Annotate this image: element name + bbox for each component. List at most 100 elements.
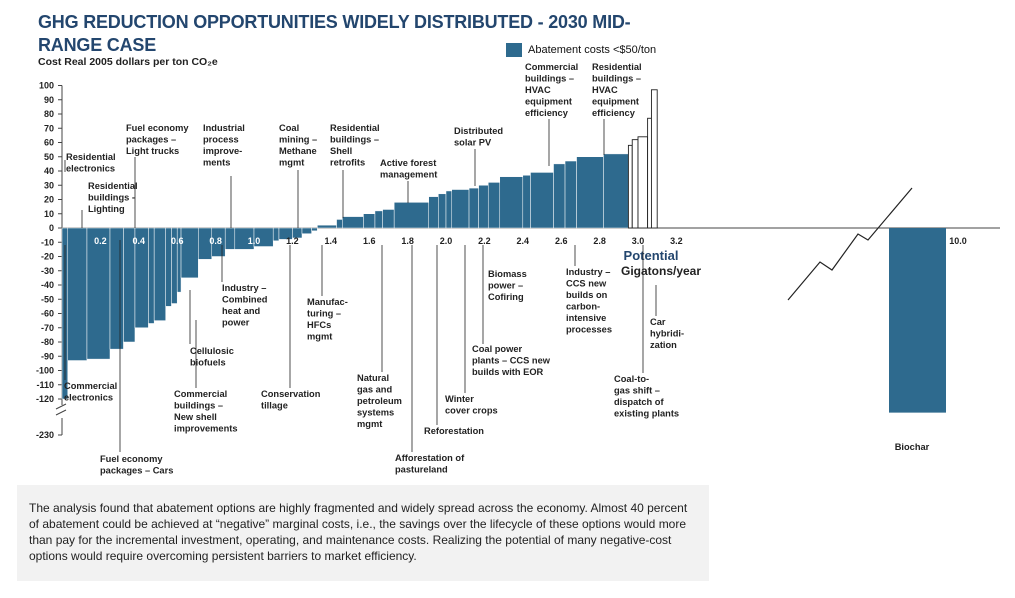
x-tick-label: 2.2 bbox=[478, 236, 491, 246]
bar bbox=[224, 227, 236, 250]
note-text: The analysis found that abatement option… bbox=[29, 501, 688, 563]
x-tick-label: 1.0 bbox=[248, 236, 261, 246]
y-tick-label: 90 bbox=[44, 95, 54, 105]
bar-biochar bbox=[889, 228, 946, 413]
annotation-label: Conservation tillage bbox=[261, 389, 321, 411]
cost-curve-chart: 1009080706050403020100-10-20-30-40-50-60… bbox=[36, 62, 1000, 476]
bar bbox=[109, 227, 124, 350]
bar bbox=[451, 189, 470, 229]
x-tick-label: 2.6 bbox=[555, 236, 568, 246]
y-tick-label: -50 bbox=[41, 294, 54, 304]
annotation-label: Commercial buildings – HVAC equipment effici… bbox=[525, 62, 578, 118]
bar bbox=[445, 190, 453, 229]
annotation-label: Natural gas and petroleum systems mgmt bbox=[357, 373, 402, 429]
bar bbox=[148, 227, 155, 324]
y-tick-label: -230 bbox=[36, 430, 54, 440]
chart-title: GHG REDUCTION OPPORTUNITIES WIDELY DISTR… bbox=[38, 12, 631, 55]
y-tick-label: 100 bbox=[39, 81, 54, 91]
bar bbox=[428, 196, 439, 229]
annotation-label: Industry – CCS new builds on carbon-intensi… bbox=[566, 267, 612, 335]
bar bbox=[342, 216, 364, 229]
annotation-label: Residential buildings -Lighting bbox=[88, 181, 138, 214]
x-tick-label: 0.6 bbox=[171, 236, 184, 246]
bar bbox=[553, 163, 566, 229]
axis-break-mark bbox=[55, 409, 67, 416]
annotation-label: Fuel economy packages – Light trucks bbox=[126, 123, 189, 156]
bar bbox=[576, 156, 604, 229]
biochar-label: Biochar bbox=[895, 442, 930, 452]
annotation-label: Active forest management bbox=[380, 158, 437, 180]
x-tick-label: 1.2 bbox=[286, 236, 299, 246]
bar bbox=[522, 175, 531, 229]
x-tick-label: 0.8 bbox=[209, 236, 222, 246]
bar bbox=[468, 187, 479, 229]
y-tick-label: 30 bbox=[44, 180, 54, 190]
x-axis-title: Potential bbox=[624, 248, 679, 263]
annotation-label: Coal-to-gas shift – dispatch of existing p… bbox=[614, 374, 679, 419]
bar-outline bbox=[631, 139, 639, 229]
axis-break-mark bbox=[55, 403, 67, 410]
y-tick-label: -40 bbox=[41, 280, 54, 290]
bar bbox=[317, 224, 337, 229]
y-tick-label: -100 bbox=[36, 366, 54, 376]
annotation-label: Distributed solar PV bbox=[454, 126, 503, 148]
note-box: The analysis found that abatement option… bbox=[17, 485, 709, 581]
x-tick-label: 3.2 bbox=[670, 236, 683, 246]
bar-outline bbox=[650, 89, 658, 229]
bar bbox=[499, 176, 524, 229]
bar bbox=[530, 172, 554, 229]
annotation-label: Industrial process improve-ments bbox=[203, 123, 245, 168]
x-tick-label: 1.6 bbox=[363, 236, 376, 246]
annotation-label: Manufac-turing – HFCs mgmt bbox=[307, 297, 348, 342]
y-tick-label: 80 bbox=[44, 109, 54, 119]
y-tick-label: 10 bbox=[44, 209, 54, 219]
y-axis-title: Cost Real 2005 dollars per ton CO₂e bbox=[38, 56, 218, 68]
annotation-label: Cellulosic biofuels bbox=[190, 346, 234, 368]
legend-swatch bbox=[506, 43, 522, 57]
x-tick-label: 2.4 bbox=[517, 236, 530, 246]
legend: Abatement costs <$50/ton bbox=[506, 43, 656, 57]
annotation-label: Industry – Combined heat and power bbox=[222, 283, 268, 328]
annotation-label: Winter cover crops bbox=[445, 394, 498, 416]
y-tick-label: -10 bbox=[41, 237, 54, 247]
x-axis-title-units: Gigatons/year bbox=[621, 264, 701, 278]
bar bbox=[86, 227, 111, 360]
legend-label: Abatement costs <$50/ton bbox=[528, 44, 657, 56]
annotation-label: Afforestation of pastureland bbox=[395, 453, 465, 475]
bar bbox=[603, 153, 629, 229]
annotation-label: Coal mining – Methane mgmt bbox=[279, 123, 317, 168]
bar bbox=[382, 209, 395, 229]
bar bbox=[153, 227, 166, 321]
bar bbox=[393, 202, 429, 229]
bar bbox=[301, 227, 312, 234]
y-tick-label: -60 bbox=[41, 309, 54, 319]
y-tick-label: 70 bbox=[44, 123, 54, 133]
x-tick-label: 2.8 bbox=[593, 236, 606, 246]
annotation-label: Biomass power – Cofiring bbox=[488, 269, 527, 302]
y-tick-label: -80 bbox=[41, 337, 54, 347]
bar-outline bbox=[627, 144, 633, 229]
bar bbox=[311, 227, 318, 232]
x-tick-label: 2.0 bbox=[440, 236, 453, 246]
bar bbox=[180, 227, 199, 279]
x-tick-label: 1.4 bbox=[325, 236, 338, 246]
y-tick-label: 40 bbox=[44, 166, 54, 176]
y-tick-label: -120 bbox=[36, 394, 54, 404]
y-tick-label: -70 bbox=[41, 323, 54, 333]
x-tick-label-max: 10.0 bbox=[949, 236, 967, 246]
x-tick-label: 0.2 bbox=[94, 236, 107, 246]
y-tick-label: -110 bbox=[36, 380, 54, 390]
annotation-label: Residential buildings – Shell retrofits bbox=[330, 123, 380, 168]
bar bbox=[336, 219, 343, 229]
bar bbox=[67, 227, 88, 361]
annotation-label: Commercial electronics bbox=[64, 381, 117, 403]
bar bbox=[487, 182, 501, 229]
annotation-label: Coal power plants – CCS new builds with EO… bbox=[472, 344, 551, 377]
bar bbox=[478, 185, 489, 229]
bar bbox=[564, 160, 577, 229]
annotation-label: Fuel economy packages – Cars bbox=[100, 454, 173, 476]
y-tick-label: 20 bbox=[44, 195, 54, 205]
bar-outline bbox=[647, 117, 652, 229]
bar bbox=[374, 210, 383, 229]
y-tick-label: -20 bbox=[41, 252, 54, 262]
